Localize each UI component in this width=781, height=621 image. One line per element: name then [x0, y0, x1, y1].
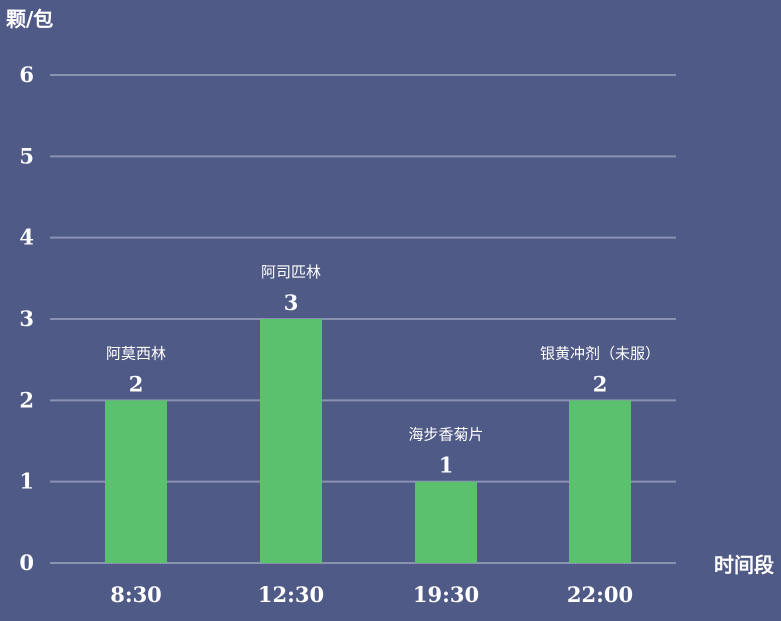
bar	[415, 481, 477, 563]
y-tick-label: 5	[19, 143, 34, 168]
bar-annotation: 阿莫西林	[106, 344, 166, 362]
bar-value-label: 3	[284, 290, 299, 315]
bar-value-label: 2	[593, 371, 608, 396]
bar-annotation: 海步香菊片	[408, 426, 483, 444]
y-tick-label: 6	[19, 62, 34, 87]
bar-value-label: 2	[129, 371, 144, 396]
bar	[569, 400, 631, 563]
x-tick-label: 22:00	[567, 582, 633, 607]
y-tick-label: 2	[19, 387, 34, 412]
y-tick-label: 4	[19, 225, 34, 250]
bar-annotation: 银黄冲剂（未服）	[540, 344, 660, 362]
x-tick-label: 8:30	[110, 582, 162, 607]
x-tick-label: 19:30	[413, 582, 479, 607]
x-tick-label: 12:30	[258, 582, 324, 607]
y-tick-label: 1	[19, 469, 34, 494]
bar	[260, 319, 322, 563]
bar-value-label: 1	[439, 453, 454, 478]
y-axis-title: 颗/包	[6, 7, 53, 31]
y-tick-label: 3	[19, 306, 34, 331]
bar-annotation: 阿司匹林	[261, 263, 321, 281]
bar	[105, 400, 167, 563]
y-tick-label: 0	[19, 550, 34, 575]
x-axis-title: 时间段	[714, 553, 774, 577]
